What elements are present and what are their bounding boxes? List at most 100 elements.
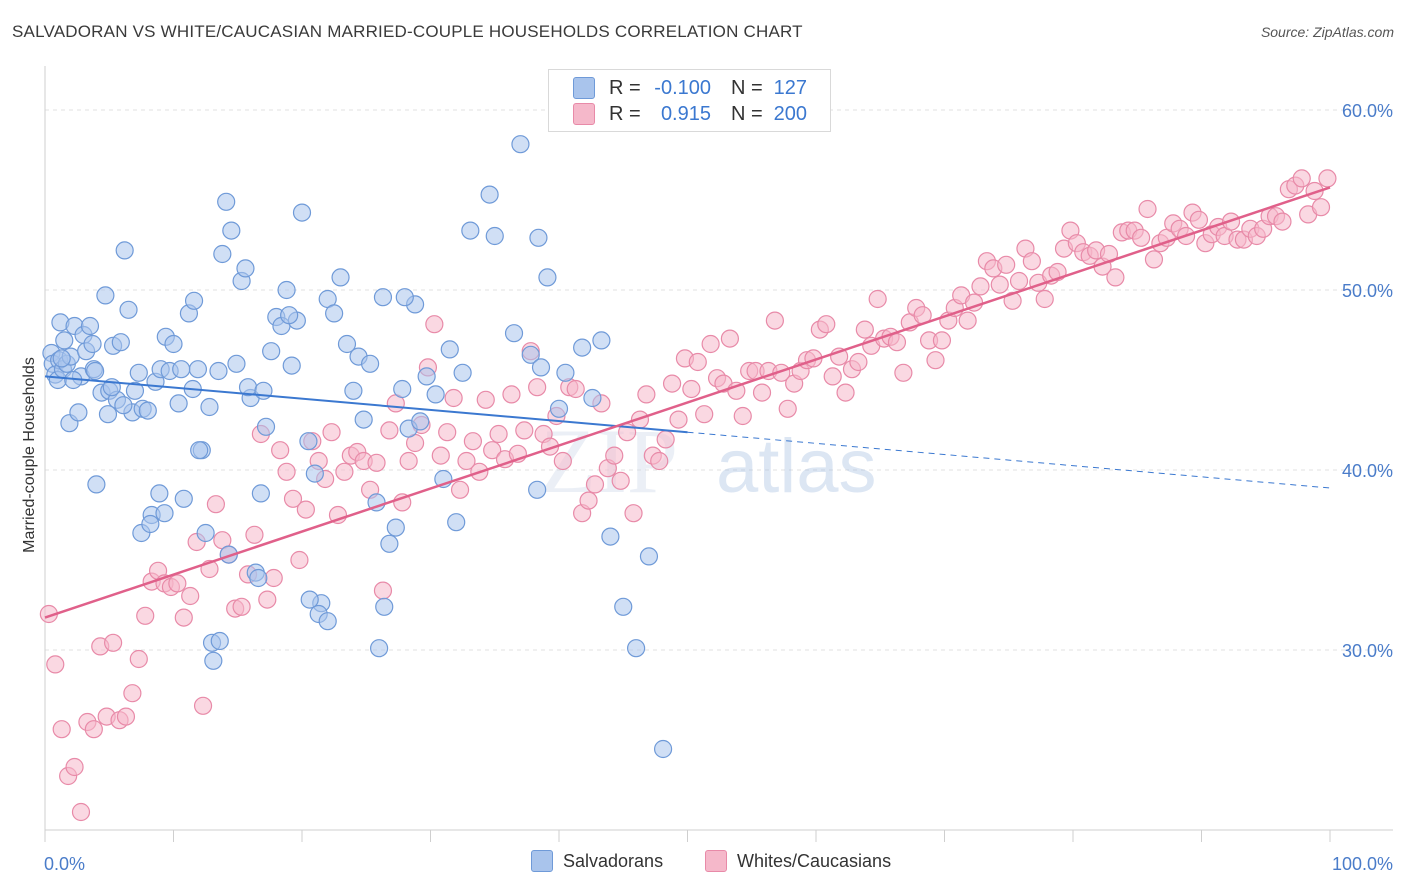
grid-lines [45, 109, 1393, 651]
salvadorans-legend-swatch [531, 850, 553, 872]
chart-title: SALVADORAN VS WHITE/CAUCASIAN MARRIED-CO… [12, 22, 803, 41]
salvadorans-point [227, 354, 246, 373]
salvadorans-point [169, 394, 188, 413]
whites-caucasians-point [682, 379, 701, 399]
whites-caucasians-point [367, 453, 386, 472]
salvadorans-point [373, 288, 393, 307]
salvadorans-point [386, 518, 405, 537]
whites-caucasians-point [136, 606, 155, 625]
whites-caucasians-point [373, 581, 393, 600]
legend-row-salvadorans: R = -0.100 N = 127 [573, 76, 807, 100]
salvadorans-point [184, 291, 204, 310]
salvadorans-point [251, 484, 270, 503]
salvadorans-swatch [573, 77, 595, 99]
salvadorans-point [344, 381, 363, 400]
y-tick-label: 30.0% [1342, 641, 1393, 661]
n-value: 200 [773, 102, 807, 125]
whites-caucasians-point [868, 289, 887, 309]
salvadorans-point [417, 367, 436, 386]
salvadorans-point [190, 441, 209, 460]
whites-caucasians-point [1022, 252, 1041, 271]
salvadorans-point [529, 228, 548, 247]
whites-caucasians-point [894, 363, 913, 382]
whites-caucasians-point [1003, 291, 1022, 310]
legend-label: Salvadorans [563, 850, 664, 871]
salvadorans-point [447, 513, 466, 532]
salvadorans-point [210, 631, 229, 651]
salvadorans-point [55, 331, 74, 350]
salvadorans-point [354, 410, 373, 429]
salvadorans-trend-extension [687, 431, 1331, 489]
y-tick-labels: 30.0% 40.0% 50.0% 60.0% [1342, 101, 1393, 661]
whites-caucasians-point [193, 696, 213, 715]
salvadorans-point [411, 412, 430, 431]
salvadorans-point [262, 342, 281, 361]
whites-caucasians-point [245, 525, 264, 544]
whites-caucasians-point [1106, 268, 1125, 287]
watermark-atlas: atlas [716, 424, 877, 509]
legend-label: Whites/Caucasians [737, 850, 892, 871]
r-label: R = [609, 76, 641, 99]
whites-caucasians-point [669, 410, 688, 429]
salvadorans-point [393, 379, 412, 399]
whites-caucasians-point [71, 802, 91, 822]
whites-caucasians-point [688, 352, 707, 372]
whites-caucasians-point [695, 405, 714, 424]
salvadorans-points [42, 135, 673, 759]
whites-caucasians-point [438, 423, 457, 442]
whites-caucasians-point [129, 649, 148, 669]
whites-caucasians-point [483, 441, 502, 460]
salvadorans-point [155, 504, 174, 523]
whites-caucasians-point [765, 311, 784, 330]
salvadorans-point [504, 324, 524, 343]
salvadorans-point [538, 268, 557, 287]
salvadorans-point [213, 244, 232, 264]
legend-item-salvadorans[interactable]: Salvadorans [531, 850, 663, 872]
salvadorans-point [453, 363, 472, 382]
whites-caucasians-point [515, 421, 534, 440]
salvadorans-point [511, 135, 530, 154]
y-axis-label: Married-couple Households [21, 357, 38, 553]
salvadorans-point [200, 397, 219, 417]
salvadorans-point [196, 523, 215, 543]
whites-caucasians-point [1189, 210, 1209, 229]
whites-caucasians-point [290, 550, 309, 570]
salvadorans-point [556, 363, 575, 382]
salvadorans-point [87, 475, 106, 494]
salvadorans-point [164, 334, 183, 354]
whites-caucasians-points [39, 169, 1337, 822]
whites-caucasians-point [52, 720, 71, 739]
legend-item-whites[interactable]: Whites/Caucasians [705, 850, 891, 872]
whites-caucasians-point [926, 351, 945, 370]
y-tick-label: 60.0% [1342, 101, 1393, 121]
salvadorans-point [583, 388, 602, 408]
whites-caucasians-point [752, 383, 772, 402]
whites-caucasians-point [1132, 228, 1151, 247]
salvadorans-point [592, 331, 611, 350]
salvadorans-point [129, 363, 148, 382]
salvadorans-point [115, 241, 134, 260]
whites-caucasians-point [457, 451, 476, 471]
whites-caucasians-point [720, 329, 740, 348]
whites-caucasians-point [733, 406, 752, 426]
salvadorans-point [331, 268, 350, 287]
whites-caucasians-point [836, 383, 855, 402]
salvadorans-point [256, 417, 276, 436]
series-legend: Salvadorans Whites/Caucasians [0, 850, 1406, 878]
whites-caucasians-point [283, 489, 303, 508]
whites-caucasians-point [662, 374, 682, 393]
salvadorans-point [119, 300, 138, 319]
whites-caucasians-point [932, 331, 952, 350]
salvadorans-point [150, 484, 169, 503]
whites-caucasians-point [778, 399, 797, 418]
r-value: -0.100 [654, 76, 711, 99]
salvadorans-point [52, 349, 71, 368]
salvadorans-point [174, 489, 193, 508]
salvadorans-trend-line [44, 375, 688, 434]
whites-caucasians-point [849, 352, 868, 372]
whites-caucasians-point [585, 475, 605, 494]
salvadorans-point [222, 221, 241, 240]
salvadorans-point [125, 381, 145, 400]
salvadorans-point [96, 286, 115, 305]
